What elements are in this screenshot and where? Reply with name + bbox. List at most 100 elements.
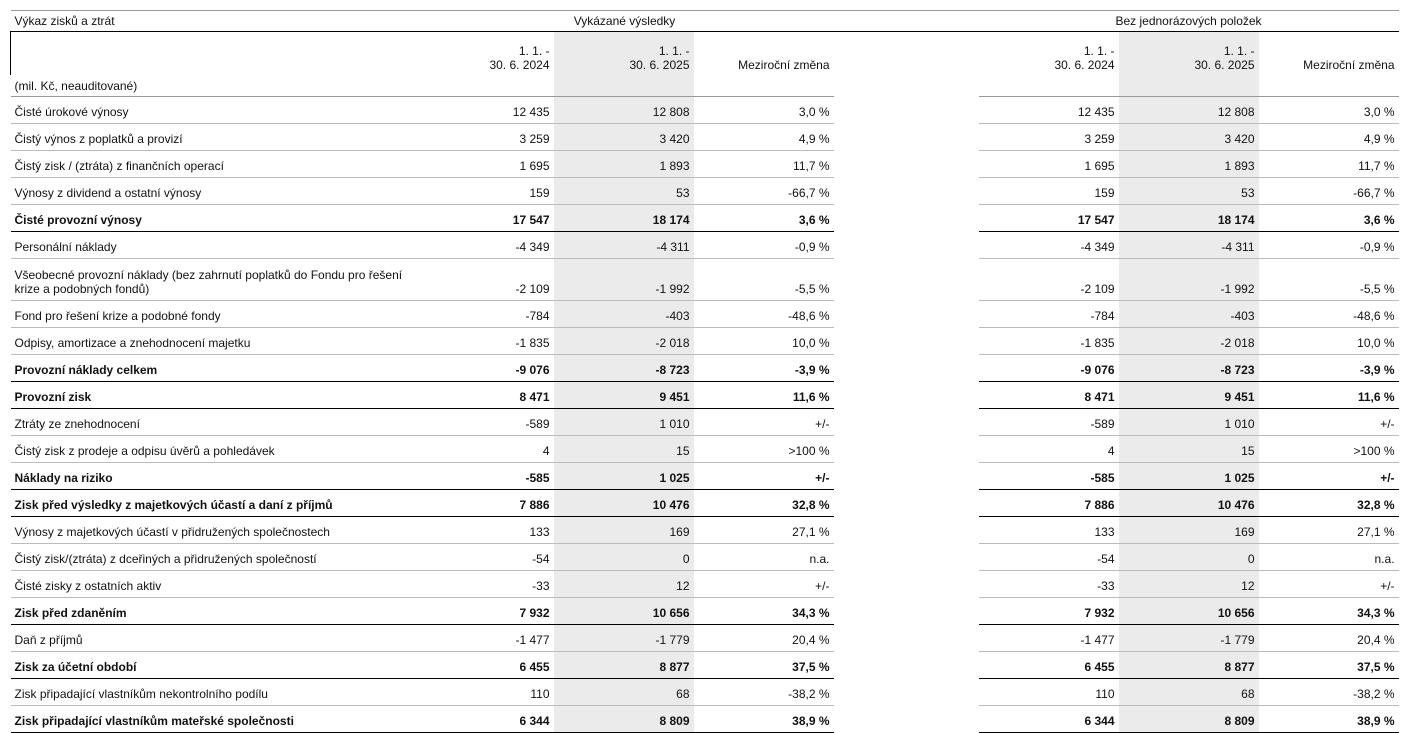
cell-value: +/- bbox=[693, 570, 834, 598]
column-header: 1. 1. -30. 6. 2024 bbox=[416, 32, 554, 76]
cell-value: -66,7 % bbox=[1258, 177, 1399, 205]
row-label: Náklady na riziko bbox=[10, 462, 416, 490]
text-line: 1. 1. - bbox=[518, 44, 550, 58]
cell-value: 27,1 % bbox=[693, 516, 834, 544]
cell-value: 38,9 % bbox=[1258, 705, 1399, 733]
text-line: Zisk před výsledky z majetkových účastí … bbox=[14, 498, 333, 512]
text-line: Personální náklady bbox=[14, 240, 117, 254]
row-label: Zisk připadající vlastníkům mateřské spo… bbox=[10, 705, 416, 733]
table-row: Ztráty ze znehodnocení -589 1 010 +/- -589 1 … bbox=[10, 408, 1399, 436]
cell-value: 27,1 % bbox=[1258, 516, 1399, 544]
cell-value: -5,5 % bbox=[1258, 258, 1399, 301]
text-line: krize a podobných fondů) bbox=[14, 282, 150, 296]
cell-value: -589 bbox=[978, 408, 1119, 436]
cell-value: n.a. bbox=[1258, 543, 1399, 571]
cell-value: 133 bbox=[415, 516, 554, 544]
cell-value: 4,9 % bbox=[693, 123, 834, 151]
table-row: Čistý zisk / (ztráta) z finančních opera… bbox=[10, 150, 1399, 178]
table-body: Výkaz zisků a ztrát Vykázané výsledky Be… bbox=[10, 10, 1399, 733]
table-row: Čistý výnos z poplatků a provizí 3 259 3 4… bbox=[10, 123, 1399, 151]
cell-value: +/- bbox=[693, 462, 834, 490]
table-row: Výnosy z majetkových účastí v přidružený… bbox=[10, 516, 1399, 544]
column-header: 1. 1. -30. 6. 2025 bbox=[1118, 31, 1259, 75]
row-label: Personální náklady bbox=[10, 231, 416, 259]
cell-value: 7 932 bbox=[978, 597, 1119, 625]
table-row: Všeobecné provozní náklady (bez zahrnutí… bbox=[10, 258, 1399, 301]
cell-value: 12 808 bbox=[553, 96, 694, 124]
text-line: 30. 6. 2024 bbox=[489, 58, 550, 72]
cell-value: >100 % bbox=[693, 435, 834, 463]
cell-value: -48,6 % bbox=[1258, 300, 1399, 328]
text-line: Čisté zisky z ostatních aktiv bbox=[14, 579, 162, 593]
cell-value: 7 886 bbox=[978, 489, 1119, 517]
cell-value: 0 bbox=[553, 543, 694, 571]
cell-value: -4 311 bbox=[1118, 231, 1259, 259]
cell-value: 3,0 % bbox=[1258, 96, 1399, 124]
text-line: Všeobecné provozní náklady (bez zahrnutí… bbox=[14, 268, 403, 282]
text-line: Provozní zisk bbox=[14, 390, 92, 404]
cell-value: 8 809 bbox=[1118, 705, 1259, 733]
cell-value: 6 344 bbox=[415, 705, 554, 733]
cell-value: >100 % bbox=[1258, 435, 1399, 463]
row-label: Ztráty ze znehodnocení bbox=[10, 408, 416, 436]
cell-value: -403 bbox=[1118, 300, 1259, 328]
text-line: Čisté úrokové výnosy bbox=[14, 105, 129, 119]
cell-value: 53 bbox=[553, 177, 694, 205]
cell-value: -589 bbox=[415, 408, 554, 436]
cell-value: 32,8 % bbox=[693, 489, 834, 517]
group-header: Vykázané výsledky bbox=[415, 10, 834, 32]
row-label: Čistý výnos z poplatků a provizí bbox=[10, 123, 416, 151]
cell-value: -1 835 bbox=[415, 327, 554, 355]
cell-value: 3,6 % bbox=[1258, 204, 1399, 232]
table-row: Výnosy z dividend a ostatní výnosy 159 53-… bbox=[10, 177, 1399, 205]
cell-value: 38,9 % bbox=[693, 705, 834, 733]
cell-value: -1 779 bbox=[553, 624, 694, 652]
cell-value: 133 bbox=[978, 516, 1119, 544]
row-label: Fond pro řešení krize a podobné fondy bbox=[10, 300, 416, 328]
cell-value: 169 bbox=[1118, 516, 1259, 544]
row-label: Čistý zisk z prodeje a odpisu úvěrů a po… bbox=[10, 435, 416, 463]
cell-value: 3 259 bbox=[415, 123, 554, 151]
text-line: Čistý zisk z prodeje a odpisu úvěrů a po… bbox=[14, 444, 275, 458]
cell-value: 1 010 bbox=[553, 408, 694, 436]
cell-value: -2 109 bbox=[415, 258, 554, 301]
table-row: Čisté provozní výnosy 17 547 18 174 3,6 % 17… bbox=[10, 204, 1399, 232]
cell-value: 6 344 bbox=[978, 705, 1119, 733]
cell-value: 10 656 bbox=[553, 597, 694, 625]
cell-value: 1 893 bbox=[553, 150, 694, 178]
table-title: Výkaz zisků a ztrát bbox=[10, 10, 416, 32]
cell-value: +/- bbox=[1258, 462, 1399, 490]
cell-value: -33 bbox=[415, 570, 554, 598]
cell-value: -784 bbox=[415, 300, 554, 328]
table-row: Čisté úrokové výnosy 12 435 12 808 3,0 % 12 … bbox=[10, 96, 1399, 124]
cell-value: 159 bbox=[415, 177, 554, 205]
cell-value: 4 bbox=[978, 435, 1119, 463]
row-label: Zisk před výsledky z majetkových účastí … bbox=[10, 489, 416, 517]
row-label: Zisk před zdaněním bbox=[10, 597, 416, 625]
cell-value: 110 bbox=[978, 678, 1119, 706]
cell-value: 11,6 % bbox=[1258, 381, 1399, 409]
text-line: Čistý zisk/(ztráta) z dceřiných a přidru… bbox=[14, 552, 317, 566]
row-label: Zisk za účetní období bbox=[10, 651, 416, 679]
cell-value: -1 477 bbox=[978, 624, 1119, 652]
cell-value: -48,6 % bbox=[693, 300, 834, 328]
cell-value: n.a. bbox=[693, 543, 834, 571]
cell-value: 53 bbox=[1118, 177, 1259, 205]
cell-value: -0,9 % bbox=[1258, 231, 1399, 259]
cell-value: 10 476 bbox=[553, 489, 694, 517]
cell-value: 12 808 bbox=[1118, 96, 1259, 124]
cell-value: 8 877 bbox=[1118, 651, 1259, 679]
cell-value: -2 109 bbox=[978, 258, 1119, 301]
cell-value: 12 435 bbox=[978, 96, 1119, 124]
column-header: Meziroční změna bbox=[1259, 32, 1399, 76]
cell-value: -4 349 bbox=[415, 231, 554, 259]
cell-value: 17 547 bbox=[978, 204, 1119, 232]
table-row: Provozní náklady celkem -9 076 -8 723 -3,9 … bbox=[10, 354, 1399, 382]
row-label: Provozní náklady celkem bbox=[10, 354, 416, 382]
table-row: Zisk za účetní období 6 455 8 877 37,5 % 6 4… bbox=[10, 651, 1399, 679]
row-label: Daň z příjmů bbox=[10, 624, 416, 652]
cell-value: 12 bbox=[553, 570, 694, 598]
text-line: Zisk za účetní období bbox=[14, 660, 137, 674]
cell-value: -784 bbox=[978, 300, 1119, 328]
cell-value: 34,3 % bbox=[1258, 597, 1399, 625]
